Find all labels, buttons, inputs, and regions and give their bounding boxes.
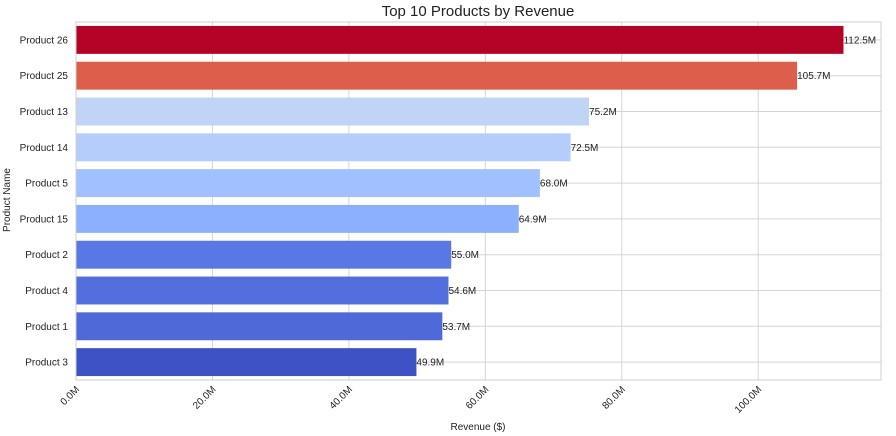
x-tick-layer: 0.0M 20.0M 40.0M 60.0M 80.0M 100.0M (59, 384, 765, 415)
bar-value-label: 112.5M (843, 35, 876, 46)
bar-value-label: 55.0M (451, 250, 479, 261)
bar-product-1 (76, 312, 443, 341)
bar-product-13 (76, 97, 590, 126)
y-axis-label: Product Name (2, 168, 13, 232)
bar-product-2 (76, 240, 452, 269)
bar-value-label: 68.0M (540, 179, 568, 190)
y-tick-label: Product 13 (20, 107, 69, 118)
bar-layer (76, 25, 844, 377)
bar-value-label: 75.2M (589, 107, 617, 118)
bar-product-26 (76, 25, 844, 54)
bar-product-5 (76, 169, 540, 198)
x-tick-label: 60.0M (464, 384, 491, 411)
bar-value-label: 64.9M (519, 214, 547, 225)
bar-product-25 (76, 61, 798, 90)
y-tick-label: Product 25 (20, 71, 69, 82)
x-tick-label: 40.0M (328, 384, 355, 411)
plot-frame (75, 21, 882, 381)
bar-product-14 (76, 133, 571, 162)
bar-value-label: 105.7M (797, 71, 830, 82)
y-tick-label: Product 1 (25, 322, 68, 333)
y-tick-label: Product 4 (25, 286, 68, 297)
x-tick-label: 100.0M (733, 384, 764, 415)
label-layer: 112.5M 105.7M 75.2M 72.5M 68.0M 64.9M 55.0M 54.… (416, 35, 876, 368)
y-tick-label: Product 15 (20, 214, 69, 225)
x-axis-label: Revenue ($) (450, 422, 505, 433)
y-tick-layer: Product 26 Product 25 Product 13 Product 14… (20, 35, 69, 368)
bar-product-3 (76, 348, 417, 377)
bar-product-4 (76, 276, 449, 305)
y-tick-label: Product 26 (20, 35, 69, 46)
chart-title: Top 10 Products by Revenue (382, 3, 575, 20)
y-tick-label: Product 5 (25, 179, 68, 190)
x-tick-label: 20.0M (191, 384, 218, 411)
bar-value-label: 49.9M (416, 358, 444, 369)
x-tick-label: 0.0M (59, 384, 83, 408)
y-tick-label: Product 14 (20, 143, 69, 154)
y-tick-label: Product 3 (25, 358, 68, 369)
x-tick-label: 80.0M (600, 384, 627, 411)
y-tick-label: Product 2 (25, 250, 68, 261)
bar-value-label: 53.7M (442, 322, 470, 333)
bar-value-label: 72.5M (571, 143, 599, 154)
bar-value-label: 54.6M (448, 286, 476, 297)
bar-product-15 (76, 204, 519, 233)
